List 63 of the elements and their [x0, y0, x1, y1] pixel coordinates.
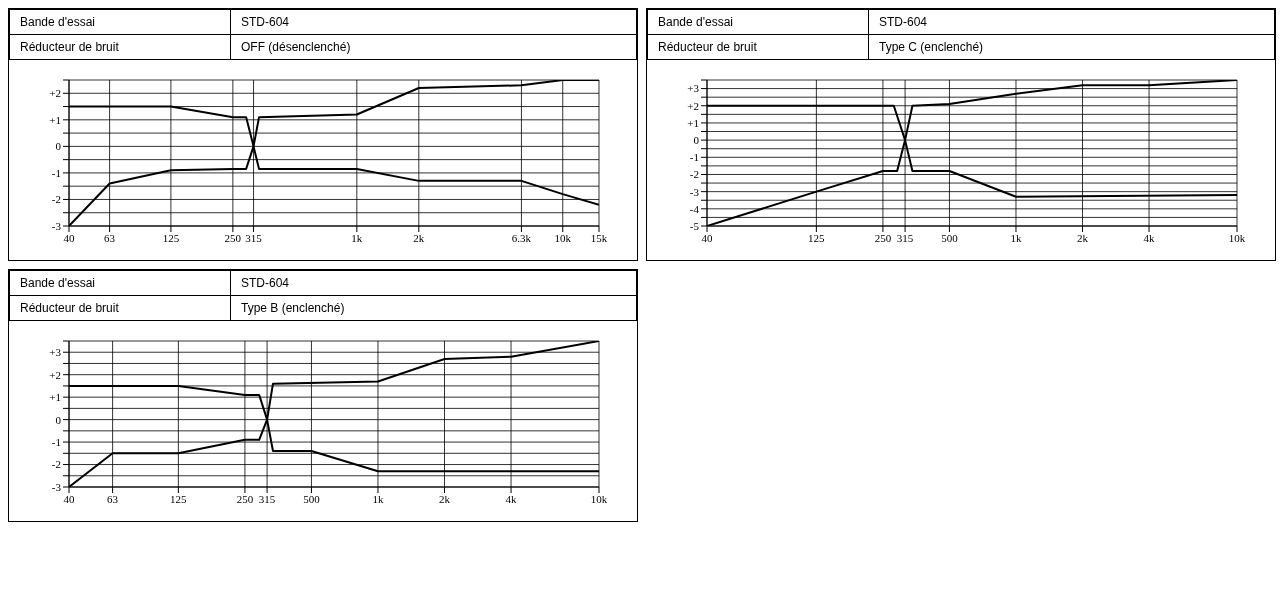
x-tick-label: 10k: [554, 231, 572, 244]
x-tick-label: 125: [162, 231, 180, 244]
x-tick-label: 250: [224, 231, 242, 244]
y-tick-label: -1: [689, 151, 699, 164]
y-tick-label: +1: [687, 116, 699, 129]
text: Réducteur de bruit: [9, 34, 231, 60]
y-tick-label: -3: [51, 480, 62, 493]
x-tick-label: 4k: [1143, 231, 1156, 244]
x-tick-label: 40: [63, 492, 75, 505]
y-tick-label: -2: [51, 458, 61, 471]
x-tick-label: 1k: [351, 231, 363, 244]
y-tick-label: +2: [49, 368, 61, 381]
x-tick-label: 1k: [1010, 231, 1022, 244]
x-tick-label: 2k: [413, 231, 425, 244]
x-tick-label: 40: [701, 231, 713, 244]
x-tick-label: 2k: [1077, 231, 1089, 244]
y-tick-label: -5: [689, 219, 700, 232]
x-tick-label: 10k: [590, 492, 608, 505]
x-tick-label: 1k: [372, 492, 384, 505]
y-tick-label: -2: [689, 168, 699, 181]
text: Réducteur de bruit: [647, 34, 869, 60]
text: Type B (enclenché): [230, 295, 637, 321]
y-tick-label: +2: [49, 87, 61, 100]
y-tick-label: +1: [49, 113, 61, 126]
text: Réducteur de bruit: [9, 295, 231, 321]
x-tick-label: 6.3k: [511, 231, 532, 244]
x-tick-label: 15k: [590, 231, 608, 244]
y-tick-label: +3: [687, 82, 700, 95]
y-tick-label: +2: [687, 99, 699, 112]
x-tick-label: 125: [170, 492, 188, 505]
y-tick-label: -1: [51, 435, 61, 448]
x-tick-label: 125: [808, 231, 826, 244]
y-tick-label: -4: [689, 202, 700, 215]
y-tick-label: -3: [51, 219, 62, 232]
text: Bande d'essai: [647, 9, 869, 35]
x-tick-label: 63: [107, 492, 119, 505]
text: STD-604: [230, 270, 637, 296]
text: STD-604: [868, 9, 1275, 35]
y-tick-label: +3: [49, 346, 62, 359]
y-tick-label: 0: [55, 140, 62, 153]
text: Type C (enclenché): [868, 34, 1275, 60]
text: Bande d'essai: [9, 9, 231, 35]
text: STD-604: [230, 9, 637, 35]
text: OFF (désenclenché): [230, 34, 637, 60]
x-tick-label: 250: [874, 231, 892, 244]
x-tick-label: 250: [236, 492, 254, 505]
x-tick-label: 500: [941, 231, 959, 244]
y-tick-label: -3: [689, 185, 700, 198]
x-tick-label: 40: [63, 231, 75, 244]
x-tick-label: 315: [258, 492, 276, 505]
x-tick-label: 63: [104, 231, 116, 244]
x-tick-label: 4k: [505, 492, 518, 505]
y-tick-label: -2: [51, 193, 61, 206]
x-tick-label: 2k: [439, 492, 451, 505]
y-tick-label: +1: [49, 391, 61, 404]
x-tick-label: 315: [896, 231, 914, 244]
text: Bande d'essai: [9, 270, 231, 296]
x-tick-label: 315: [245, 231, 263, 244]
y-tick-label: 0: [693, 134, 700, 147]
y-tick-label: 0: [55, 413, 62, 426]
x-tick-label: 10k: [1228, 231, 1246, 244]
x-tick-label: 500: [303, 492, 321, 505]
y-tick-label: -1: [51, 166, 61, 179]
